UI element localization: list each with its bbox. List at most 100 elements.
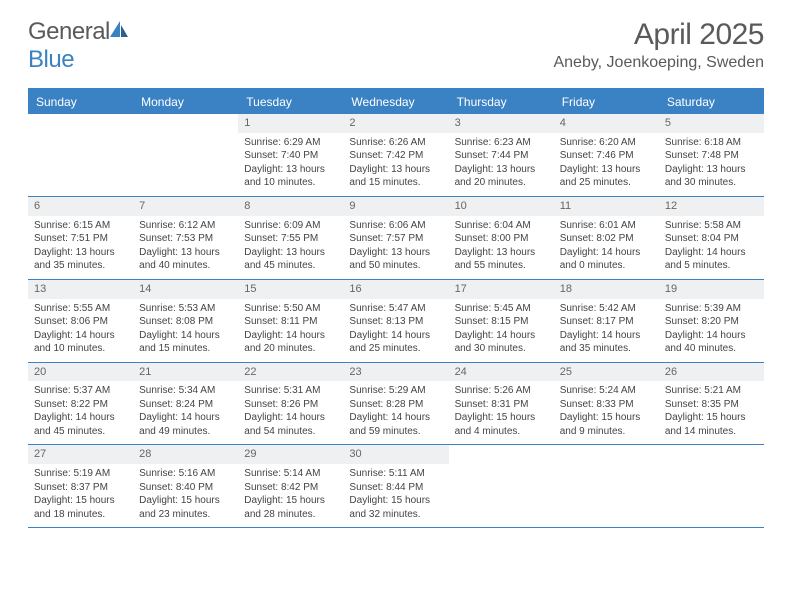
daylight-text: Daylight: 14 hours and 59 minutes. <box>349 411 442 438</box>
week-row: 13Sunrise: 5:55 AMSunset: 8:06 PMDayligh… <box>28 280 764 363</box>
daynum-row: 16 <box>343 280 448 299</box>
daylight-text: Daylight: 14 hours and 30 minutes. <box>455 329 548 356</box>
sunrise-text: Sunrise: 5:29 AM <box>349 384 442 398</box>
sunset-text: Sunset: 8:26 PM <box>244 398 337 412</box>
daylight-text: Daylight: 13 hours and 40 minutes. <box>139 246 232 273</box>
day-number: 19 <box>665 283 677 295</box>
day-cell <box>28 114 133 196</box>
sunrise-text: Sunrise: 5:58 AM <box>665 219 758 233</box>
weekday-label: Sunday <box>28 90 133 114</box>
day-number: 6 <box>34 200 40 212</box>
daynum-row: 20 <box>28 363 133 382</box>
sunrise-text: Sunrise: 5:26 AM <box>455 384 548 398</box>
daylight-text: Daylight: 13 hours and 15 minutes. <box>349 163 442 190</box>
daynum-row: 9 <box>343 197 448 216</box>
sunrise-text: Sunrise: 5:21 AM <box>665 384 758 398</box>
sunset-text: Sunset: 8:06 PM <box>34 315 127 329</box>
day-cell: 26Sunrise: 5:21 AMSunset: 8:35 PMDayligh… <box>659 363 764 445</box>
weekday-label: Saturday <box>659 90 764 114</box>
daynum-row: 29 <box>238 445 343 464</box>
daylight-text: Daylight: 14 hours and 40 minutes. <box>665 329 758 356</box>
sunrise-text: Sunrise: 5:42 AM <box>560 302 653 316</box>
day-cell: 18Sunrise: 5:42 AMSunset: 8:17 PMDayligh… <box>554 280 659 362</box>
day-cell: 6 Sunrise: 6:15 AMSunset: 7:51 PMDaylight… <box>28 197 133 279</box>
day-number: 26 <box>665 366 677 378</box>
day-cell: 28Sunrise: 5:16 AMSunset: 8:40 PMDayligh… <box>133 445 238 527</box>
sunset-text: Sunset: 7:57 PM <box>349 232 442 246</box>
day-number: 8 <box>244 200 250 212</box>
weekday-label: Monday <box>133 90 238 114</box>
logo-sail-icon <box>108 18 130 45</box>
logo-part2: Blue <box>28 46 74 73</box>
sunset-text: Sunset: 8:24 PM <box>139 398 232 412</box>
daylight-text: Daylight: 14 hours and 49 minutes. <box>139 411 232 438</box>
sunrise-text: Sunrise: 5:34 AM <box>139 384 232 398</box>
sunset-text: Sunset: 8:02 PM <box>560 232 653 246</box>
day-number: 5 <box>665 117 671 129</box>
day-number: 24 <box>455 366 467 378</box>
week-row: 20Sunrise: 5:37 AMSunset: 8:22 PMDayligh… <box>28 363 764 446</box>
day-cell: 8Sunrise: 6:09 AMSunset: 7:55 PMDaylight… <box>238 197 343 279</box>
page-title: April 2025 <box>553 18 764 52</box>
daynum-row: 3 <box>449 114 554 133</box>
sunset-text: Sunset: 8:00 PM <box>455 232 548 246</box>
sunrise-text: Sunrise: 6:29 AM <box>244 136 337 150</box>
daylight-text: Daylight: 13 hours and 35 minutes. <box>34 246 127 273</box>
sunset-text: Sunset: 7:44 PM <box>455 149 548 163</box>
calendar: Sunday Monday Tuesday Wednesday Thursday… <box>28 88 764 528</box>
daylight-text: Daylight: 15 hours and 28 minutes. <box>244 494 337 521</box>
daylight-text: Daylight: 15 hours and 4 minutes. <box>455 411 548 438</box>
daylight-text: Daylight: 13 hours and 25 minutes. <box>560 163 653 190</box>
daylight-text: Daylight: 14 hours and 25 minutes. <box>349 329 442 356</box>
day-cell <box>659 445 764 527</box>
day-number: 10 <box>455 200 467 212</box>
day-number: 18 <box>560 283 572 295</box>
sunset-text: Sunset: 8:17 PM <box>560 315 653 329</box>
sunrise-text: Sunrise: 6:01 AM <box>560 219 653 233</box>
sunrise-text: Sunrise: 6:20 AM <box>560 136 653 150</box>
daynum-row: 6 <box>28 197 133 216</box>
sunset-text: Sunset: 8:33 PM <box>560 398 653 412</box>
day-cell: 13Sunrise: 5:55 AMSunset: 8:06 PMDayligh… <box>28 280 133 362</box>
header: GeneralBlue April 2025 Aneby, Joenkoepin… <box>0 0 792 82</box>
daynum-row: 22 <box>238 363 343 382</box>
sunset-text: Sunset: 8:20 PM <box>665 315 758 329</box>
sunrise-text: Sunrise: 5:31 AM <box>244 384 337 398</box>
sunrise-text: Sunrise: 5:11 AM <box>349 467 442 481</box>
sunrise-text: Sunrise: 5:39 AM <box>665 302 758 316</box>
sunset-text: Sunset: 8:22 PM <box>34 398 127 412</box>
sunset-text: Sunset: 8:42 PM <box>244 481 337 495</box>
day-cell: 20Sunrise: 5:37 AMSunset: 8:22 PMDayligh… <box>28 363 133 445</box>
daylight-text: Daylight: 14 hours and 15 minutes. <box>139 329 232 356</box>
weekday-label: Friday <box>554 90 659 114</box>
day-cell: 9Sunrise: 6:06 AMSunset: 7:57 PMDaylight… <box>343 197 448 279</box>
day-cell: 21 Sunrise: 5:34 AMSunset: 8:24 PMDayligh… <box>133 363 238 445</box>
daynum-row: 17 <box>449 280 554 299</box>
daylight-text: Daylight: 13 hours and 45 minutes. <box>244 246 337 273</box>
daynum-row: 24 <box>449 363 554 382</box>
day-number: 27 <box>34 448 46 460</box>
sunrise-text: Sunrise: 6:23 AM <box>455 136 548 150</box>
sunrise-text: Sunrise: 6:15 AM <box>34 219 127 233</box>
day-cell: 19 Sunrise: 5:39 AMSunset: 8:20 PMDayligh… <box>659 280 764 362</box>
day-cell: 12Sunrise: 5:58 AMSunset: 8:04 PMDayligh… <box>659 197 764 279</box>
day-cell: 16Sunrise: 5:47 AMSunset: 8:13 PMDayligh… <box>343 280 448 362</box>
sunrise-text: Sunrise: 5:19 AM <box>34 467 127 481</box>
sunrise-text: Sunrise: 5:47 AM <box>349 302 442 316</box>
sunset-text: Sunset: 8:37 PM <box>34 481 127 495</box>
sunset-text: Sunset: 8:44 PM <box>349 481 442 495</box>
logo-part1: General <box>28 18 110 45</box>
sunset-text: Sunset: 8:15 PM <box>455 315 548 329</box>
daynum-row: 14 <box>133 280 238 299</box>
sunset-text: Sunset: 8:31 PM <box>455 398 548 412</box>
logo: GeneralBlue <box>28 18 130 74</box>
sunset-text: Sunset: 8:40 PM <box>139 481 232 495</box>
weeks-container: 1Sunrise: 6:29 AMSunset: 7:40 PMDaylight… <box>28 114 764 528</box>
daynum-row: 21 <box>133 363 238 382</box>
day-cell <box>554 445 659 527</box>
day-cell: 11Sunrise: 6:01 AMSunset: 8:02 PMDayligh… <box>554 197 659 279</box>
sunrise-text: Sunrise: 5:50 AM <box>244 302 337 316</box>
sunset-text: Sunset: 7:51 PM <box>34 232 127 246</box>
sunset-text: Sunset: 8:11 PM <box>244 315 337 329</box>
daylight-text: Daylight: 13 hours and 10 minutes. <box>244 163 337 190</box>
